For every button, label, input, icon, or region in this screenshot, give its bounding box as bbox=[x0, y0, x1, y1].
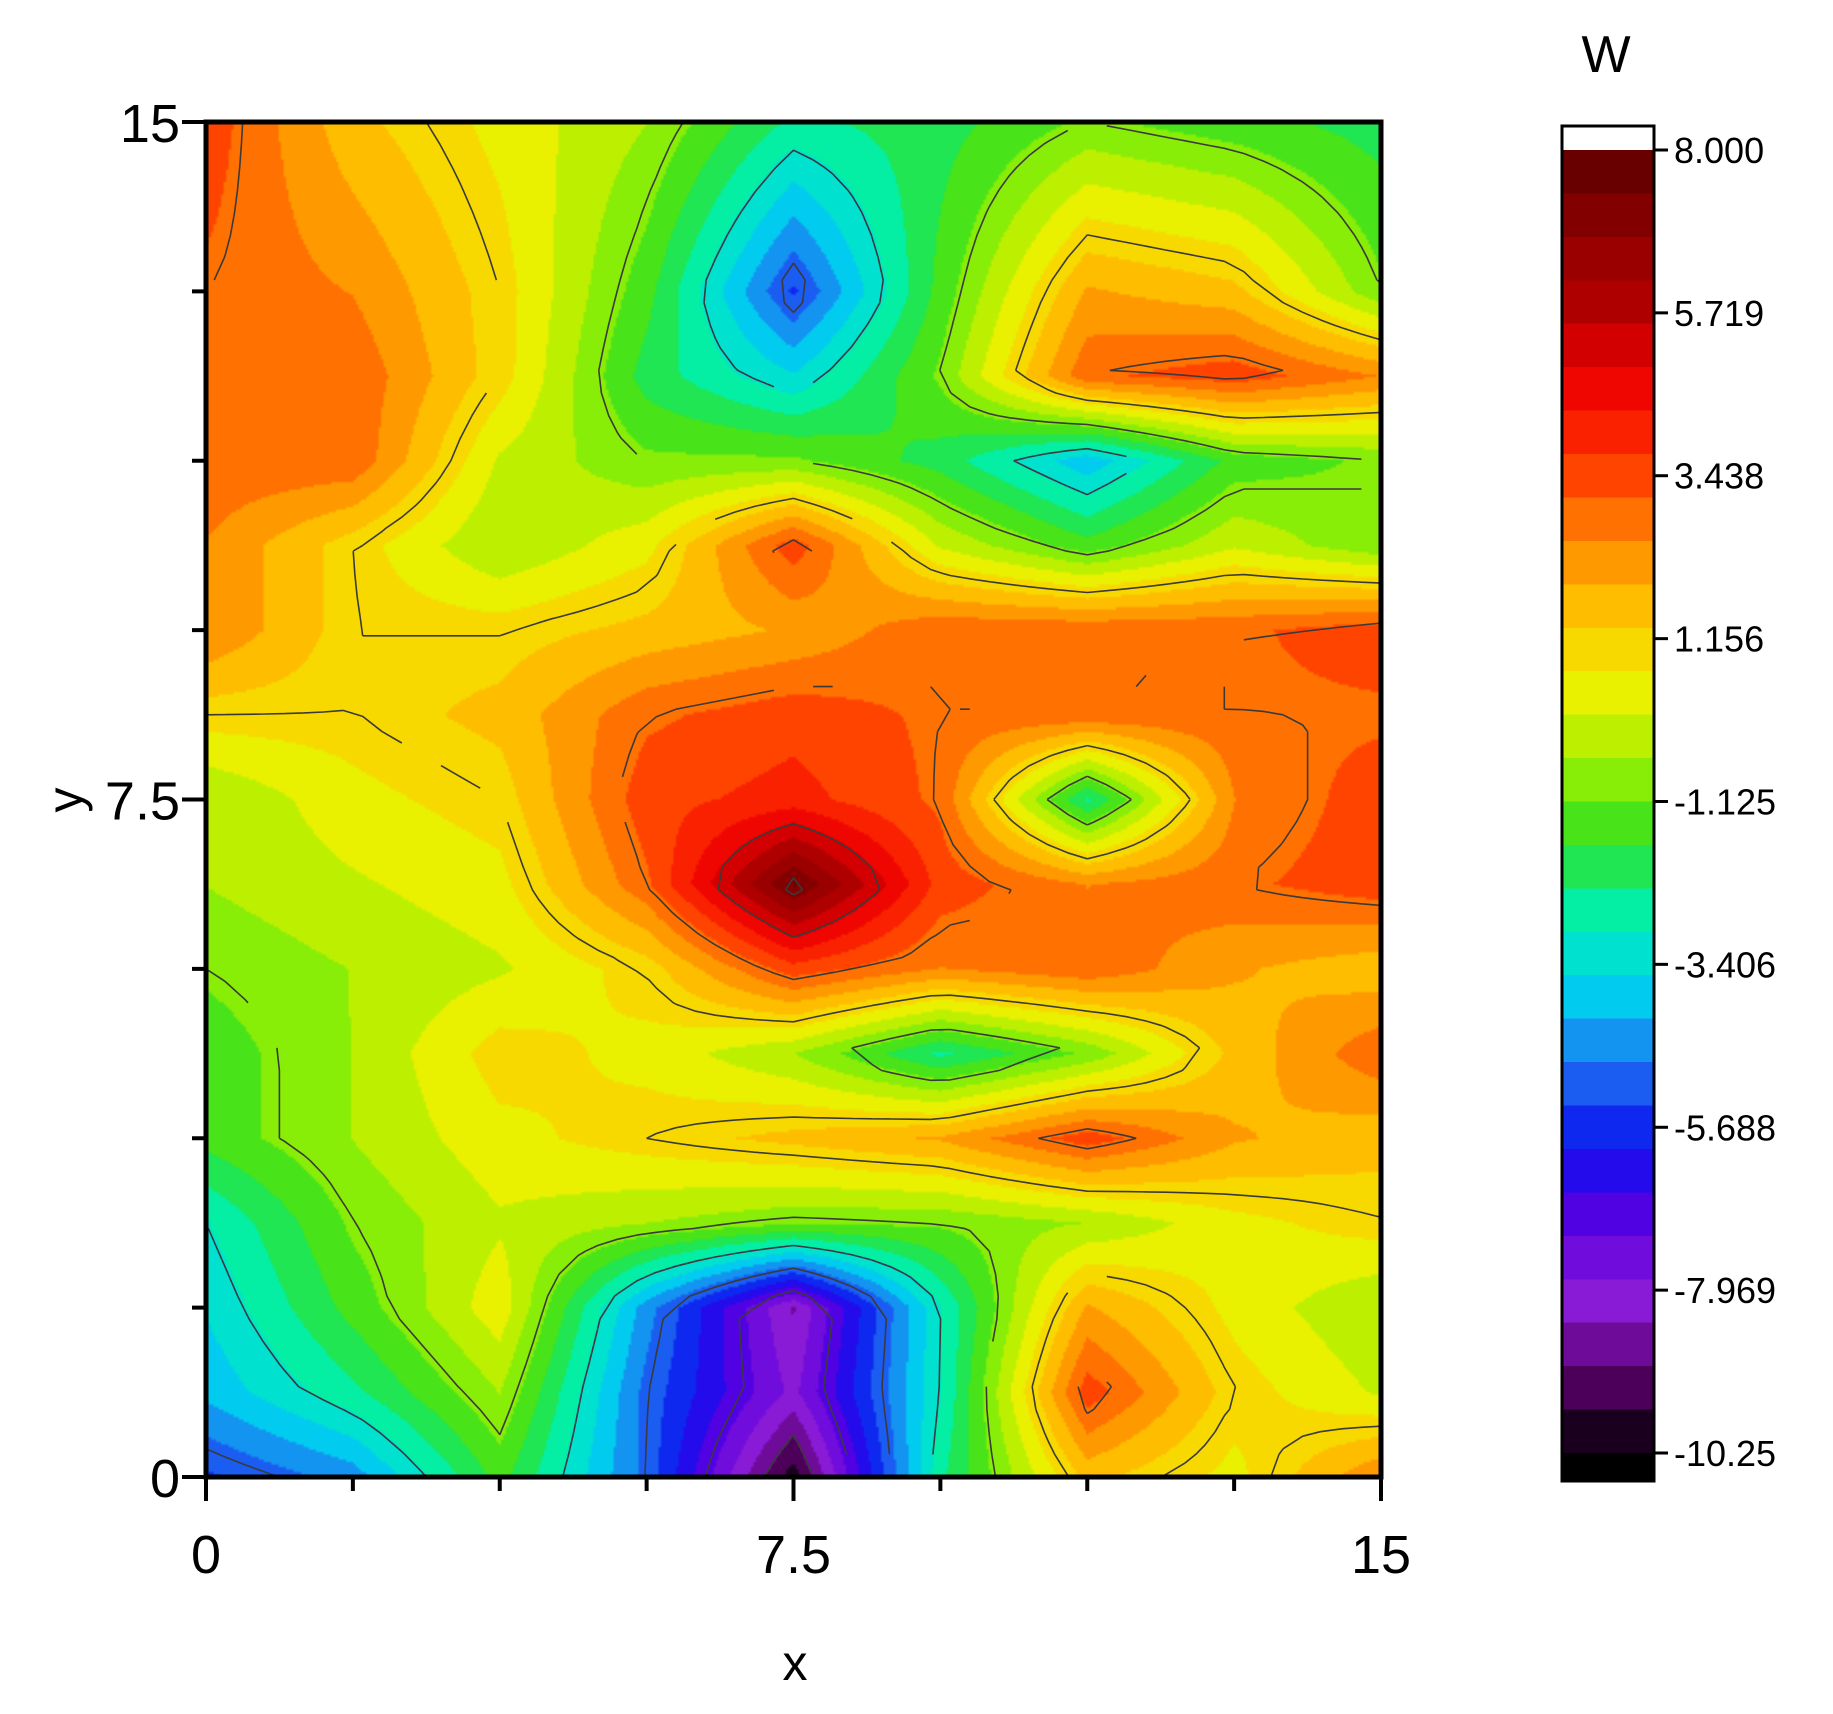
colorbar-tick-label: -5.688 bbox=[1674, 1107, 1776, 1148]
colorbar-frame bbox=[1560, 124, 1656, 1483]
colorbar-underflow-cap bbox=[1562, 1453, 1654, 1481]
colorbar-tick-label: 1.156 bbox=[1674, 619, 1764, 660]
y-tick-label: 7.5 bbox=[105, 772, 180, 832]
colorbar-overflow-cap bbox=[1562, 126, 1654, 150]
colorbar-tick-label: -10.25 bbox=[1674, 1433, 1776, 1474]
colorbar-ramp bbox=[1562, 150, 1654, 1453]
contour-line bbox=[206, 262, 891, 1477]
colorbar-tick-label: -3.406 bbox=[1674, 944, 1776, 985]
contour-lines bbox=[206, 122, 1381, 1477]
x-tick-label: 15 bbox=[1351, 1525, 1411, 1585]
contour-line bbox=[785, 877, 804, 896]
contour-line bbox=[206, 122, 1381, 1477]
colorbar-title: W bbox=[1581, 26, 1630, 84]
x-axis: 0 7.5 15 bbox=[191, 1477, 1411, 1585]
x-tick-label: 0 bbox=[191, 1525, 221, 1585]
contour-fill bbox=[206, 122, 1381, 1477]
colorbar-ticks: 8.000 5.719 3.438 1.156 -1.125 -3.406 -5.688 -7… bbox=[1654, 130, 1776, 1474]
y-axis-title: y bbox=[37, 788, 93, 813]
contour-line bbox=[763, 1434, 814, 1477]
colorbar-tick-label: 3.438 bbox=[1674, 456, 1764, 497]
contour-line bbox=[704, 1289, 848, 1477]
y-tick-label: 0 bbox=[150, 1449, 180, 1509]
x-axis-title: x bbox=[783, 1635, 808, 1691]
y-tick-label: 15 bbox=[120, 94, 180, 154]
y-axis: 0 7.5 15 bbox=[105, 94, 206, 1509]
colorbar-tick-label: 5.719 bbox=[1674, 293, 1764, 334]
colorbar-tick-label: -7.969 bbox=[1674, 1270, 1776, 1311]
contour-line bbox=[206, 149, 1127, 1477]
plot-area bbox=[203, 119, 1384, 1480]
contour-line bbox=[206, 122, 1381, 1477]
colorbar-tick-label: -1.125 bbox=[1674, 782, 1776, 823]
colorbar-tick-label: 8.000 bbox=[1674, 130, 1764, 171]
contour-line bbox=[213, 122, 1381, 1415]
contour-line bbox=[717, 822, 881, 938]
x-tick-label: 7.5 bbox=[756, 1525, 831, 1585]
colorbar: 8.000 5.719 3.438 1.156 -1.125 -3.406 -5.688 -7… bbox=[1560, 26, 1776, 1483]
